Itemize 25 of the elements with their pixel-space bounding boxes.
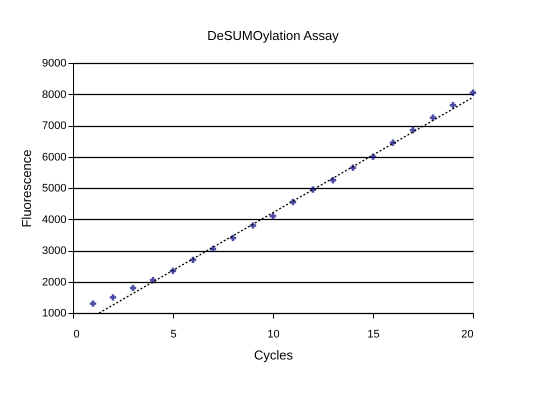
y-tick-label: 5000 xyxy=(42,182,66,194)
x-tick-label: 10 xyxy=(267,328,280,340)
point xyxy=(470,90,476,96)
chart-title: DeSUMOylation Assay xyxy=(207,28,340,43)
point xyxy=(90,300,96,307)
y-tick-label: 1000 xyxy=(42,308,66,320)
x-tick-label: 20 xyxy=(461,328,474,340)
x-tick-label: 0 xyxy=(74,328,80,340)
y-tick-label: 7000 xyxy=(42,120,66,132)
y-tick-label: 6000 xyxy=(42,151,66,164)
y-tick-label: 9000 xyxy=(42,58,66,70)
y-tick-label: 3000 xyxy=(42,245,66,257)
point xyxy=(130,284,136,292)
y-tick-label: 8000 xyxy=(42,88,66,101)
point xyxy=(450,102,456,108)
point xyxy=(330,177,336,184)
x-axis-title: Cycles xyxy=(254,348,294,362)
y-tick-label: 4000 xyxy=(42,214,66,226)
y-axis-title: Fluorescence xyxy=(19,149,34,228)
y-tick-label: 2000 xyxy=(42,276,66,288)
point xyxy=(270,212,276,220)
x-tick-label: 5 xyxy=(170,328,177,340)
x-tick-label: 15 xyxy=(367,328,380,340)
point xyxy=(110,294,116,301)
point xyxy=(230,234,236,242)
